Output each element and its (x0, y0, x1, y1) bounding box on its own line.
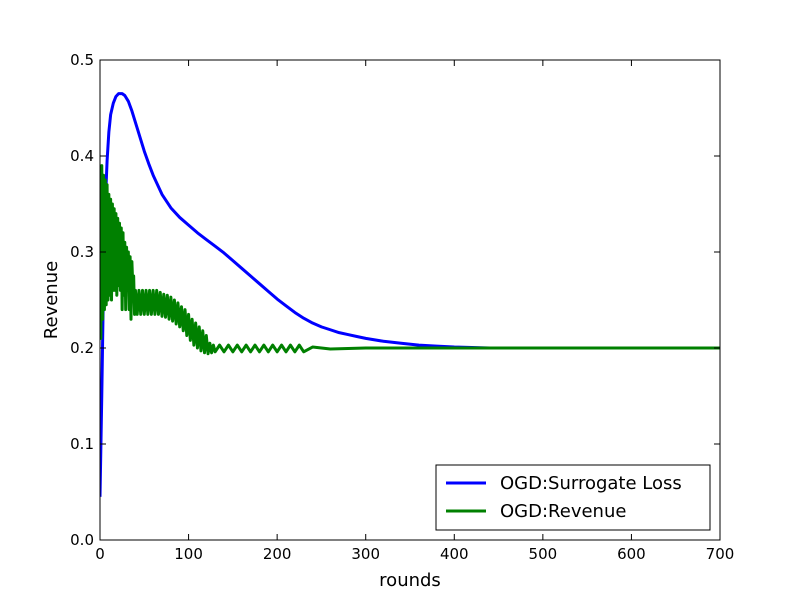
x-tick-label: 200 (263, 545, 292, 563)
y-tick-label: 0.0 (70, 531, 94, 549)
series-line-revenue (100, 164, 720, 356)
series-line-surrogate-loss (100, 92, 720, 497)
y-tick-label: 0.5 (70, 51, 94, 69)
y-tick-label: 0.3 (70, 243, 94, 261)
legend-label-surrogate-loss: OGD:Surrogate Loss (500, 473, 682, 494)
plot-frame (99, 59, 721, 541)
x-tick-label: 500 (529, 545, 558, 563)
x-axis-label: rounds (379, 570, 441, 591)
legend-box (435, 464, 711, 531)
series-layer (100, 92, 720, 497)
y-tick-label: 0.4 (70, 147, 94, 165)
x-tick-label: 400 (440, 545, 469, 563)
y-tick-label: 0.1 (70, 435, 94, 453)
x-tick-label: 600 (617, 545, 646, 563)
y-axis-label: Revenue (41, 261, 62, 339)
x-tick-label: 700 (706, 545, 735, 563)
legend-label-revenue: OGD:Revenue (500, 501, 626, 522)
x-tick-label: 300 (351, 545, 380, 563)
y-tick-label: 0.2 (70, 339, 94, 357)
x-tick-label: 100 (174, 545, 203, 563)
legend: OGD:Surrogate Loss OGD:Revenue (435, 464, 711, 531)
ticks-layer: 0 100 200 300 400 500 600 700 0.0 0.1 0.2 0.3 0.4 0.5 (70, 51, 734, 563)
x-tick-label: 0 (95, 545, 105, 563)
